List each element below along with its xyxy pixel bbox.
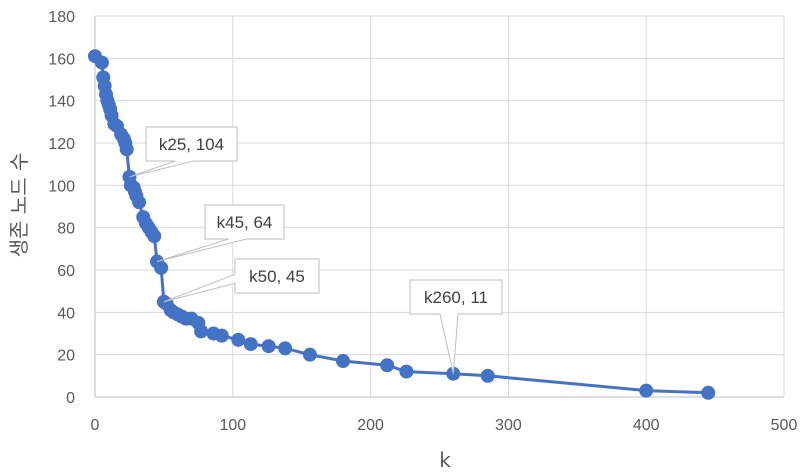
x-tick-label: 300	[495, 417, 522, 434]
y-tick-label: 100	[48, 178, 75, 195]
y-tick-label: 0	[66, 390, 75, 407]
data-point	[231, 332, 246, 347]
data-point	[214, 328, 229, 343]
y-tick-label: 120	[48, 136, 75, 153]
x-tick-label: 100	[219, 417, 246, 434]
callout-label: k260, 11	[424, 288, 488, 307]
series-line	[93, 55, 709, 395]
y-tick-label: 60	[57, 263, 75, 280]
callout-box	[163, 258, 320, 303]
data-point	[278, 341, 293, 356]
callout-label: k25, 104	[159, 135, 224, 154]
data-point	[243, 337, 258, 352]
callout-box	[156, 204, 285, 263]
y-tick-label: 40	[57, 305, 75, 322]
callout-label: k50, 45	[249, 267, 305, 286]
data-point	[132, 195, 147, 210]
y-tick-label: 180	[48, 9, 75, 26]
x-tick-label: 500	[771, 417, 798, 434]
data-point	[639, 383, 654, 398]
data-point	[380, 358, 395, 373]
data-point	[399, 364, 414, 379]
grid-lines	[95, 15, 785, 397]
x-tick-label: 200	[357, 417, 384, 434]
data-point	[336, 354, 351, 369]
x-tick-label: 400	[633, 417, 660, 434]
data-series	[88, 49, 716, 400]
data-point	[119, 142, 134, 157]
x-axis-title: k	[439, 448, 451, 472]
data-point	[302, 347, 317, 362]
data-point	[261, 339, 276, 354]
y-tick-label: 20	[57, 348, 75, 365]
y-axis-title: 생존 노드 수	[7, 153, 31, 258]
data-point	[194, 324, 209, 339]
data-point	[147, 229, 162, 244]
data-point	[94, 55, 109, 70]
y-tick-label: 140	[48, 94, 75, 111]
x-tick-label: 0	[91, 417, 100, 434]
data-point	[480, 368, 495, 383]
y-tick-label: 160	[48, 51, 75, 68]
callout-box	[409, 279, 503, 374]
callouts: k25, 104 k45, 64 k50, 45 k260, 11	[129, 126, 503, 374]
y-tick-label: 80	[57, 221, 75, 238]
callout-label: k45, 64	[217, 213, 273, 232]
callout-box	[129, 126, 238, 178]
tick-labels: 0 20 40 60 80 100 120 140 160 180 0 100 200 300 400 500	[48, 9, 797, 434]
data-point	[154, 260, 169, 275]
axes	[94, 16, 784, 398]
data-point	[701, 385, 716, 400]
